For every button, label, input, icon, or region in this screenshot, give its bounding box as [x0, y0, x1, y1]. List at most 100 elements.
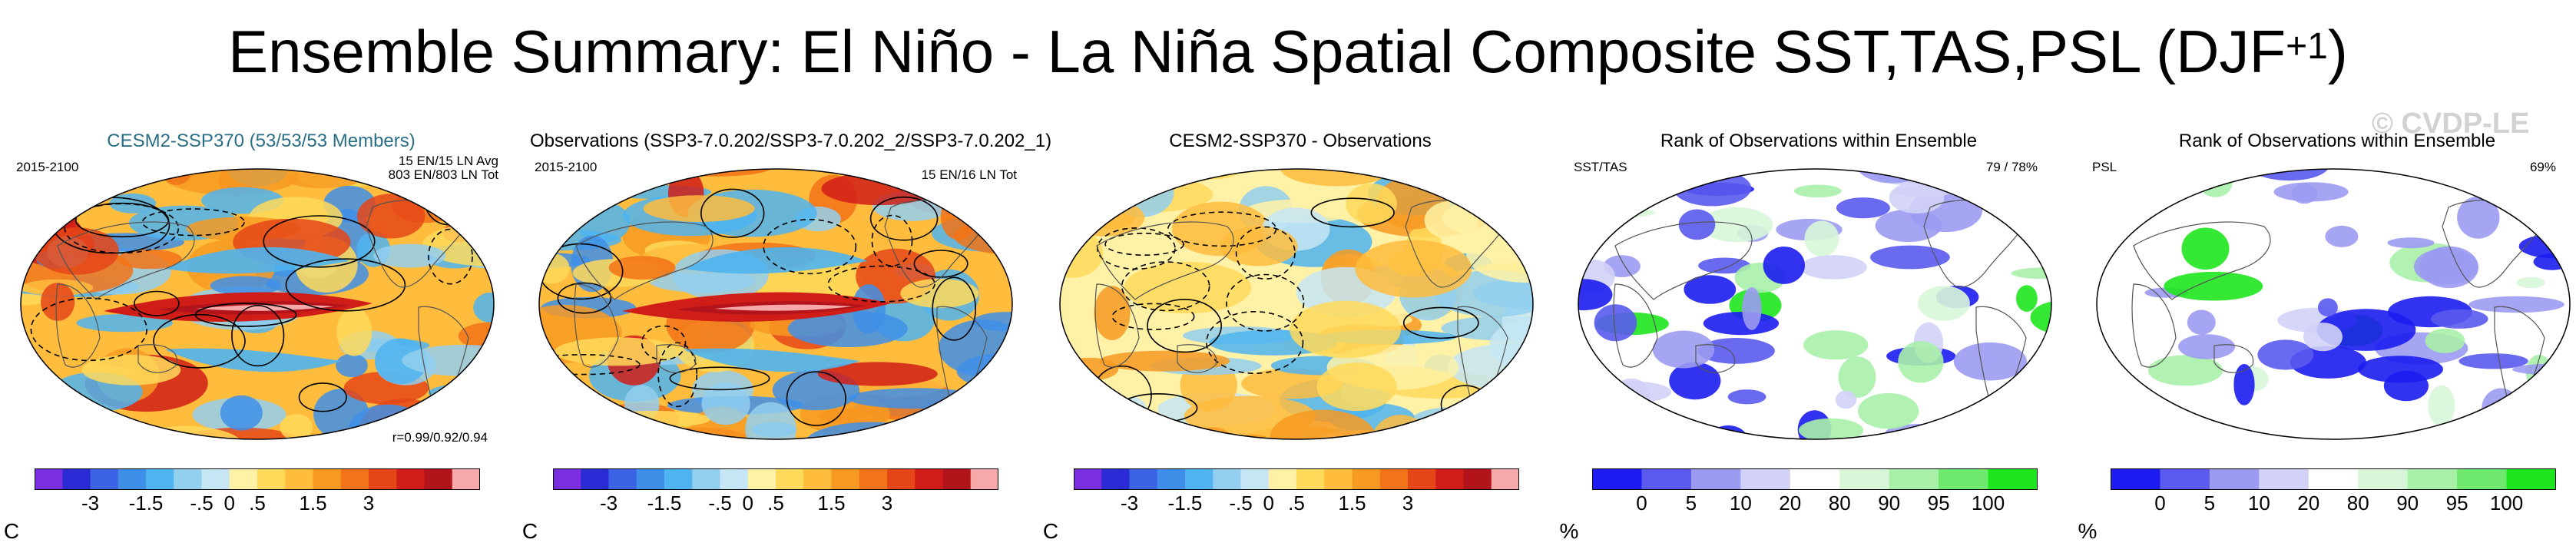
coastline: [1695, 344, 1736, 373]
colorbar-box: [720, 468, 749, 490]
colorbar-tick-label: 80: [2346, 491, 2369, 515]
colorbar-box: [581, 468, 609, 490]
rank-patch: [2027, 365, 2051, 400]
field-anomaly-patch: [41, 283, 75, 321]
field-anomaly-patch: [948, 422, 1012, 439]
rank-patch: [1898, 341, 1944, 383]
psl-contour: [700, 188, 765, 238]
rank-patch: [2303, 323, 2343, 352]
colorbar-box: [664, 468, 693, 490]
cool-horseshoe-south: [684, 348, 860, 372]
colorbar-box: [424, 468, 453, 490]
field-anomaly-patch: [1485, 425, 1533, 439]
colorbar-box: [1379, 468, 1409, 490]
psl-contour: [153, 313, 246, 369]
rank-patch: [1703, 312, 1780, 336]
colorbar-tick-label: 95: [1927, 491, 1950, 515]
psl-contour: [298, 382, 347, 412]
psl-contour: [827, 265, 935, 303]
members-avg-label: 15 EN/15 LN Avg: [398, 154, 498, 168]
colorbar-tick-label: 0: [1636, 491, 1647, 515]
coastline: [1464, 185, 1505, 200]
rank-patch: [2273, 182, 2349, 202]
coastline: [1096, 221, 1234, 300]
field-anomaly-patch: [21, 405, 123, 439]
psl-contour: [869, 196, 939, 241]
rank-patch: [1581, 207, 1655, 218]
map-border: [20, 168, 495, 440]
rank-patch: [1803, 330, 1869, 360]
figure-title-superscript: +1: [2286, 26, 2328, 67]
rank-patch: [2147, 355, 2223, 386]
coastline: [656, 344, 697, 373]
colorbar-box: [2111, 468, 2160, 490]
colorbar-outline: [1592, 468, 2038, 490]
colorbar-box: [2308, 468, 2359, 490]
field-anomaly-patch: [599, 410, 710, 428]
psl-contour: [1402, 306, 1479, 339]
coastline: [55, 283, 101, 368]
coastline: [2133, 221, 2271, 300]
colorbar-outline: [35, 468, 480, 490]
coastline: [137, 344, 178, 373]
colorbar-box: [803, 468, 832, 490]
colorbar-unit: %: [1559, 519, 1579, 543]
rank-patch: [2482, 388, 2520, 429]
coastline: [2213, 344, 2254, 373]
rank-patch: [2005, 187, 2041, 199]
rank-patch: [1794, 184, 1842, 198]
world-map: [1578, 168, 2052, 440]
field-anomaly-patch: [718, 154, 753, 167]
colorbar-box: [1435, 468, 1464, 490]
colorbar-tick-label: -.5: [190, 491, 214, 515]
rank-patch: [2414, 248, 2478, 285]
psl-contour: [871, 214, 913, 267]
colorbar-tick-label: 5: [1685, 491, 1697, 515]
colorbar-box: [1988, 468, 2038, 490]
colorbar-tick-label: 100: [2489, 491, 2524, 515]
psl-contour: [231, 305, 285, 367]
colorbar-box: [1157, 468, 1186, 490]
rank-patch: [2317, 298, 2338, 317]
field-anomaly-patch: [336, 353, 368, 378]
field-anomaly-patch: [336, 307, 372, 356]
field-anomaly-patch: [117, 249, 182, 270]
field-anomaly-patch: [1098, 350, 1230, 372]
colorbar-outline: [553, 468, 998, 490]
variable-label: PSL: [2092, 160, 2117, 174]
rank-patch: [1918, 286, 1970, 321]
field-anomaly-patch: [990, 169, 1012, 190]
field-anomaly-patch: [1469, 169, 1514, 218]
psl-contour: [134, 290, 180, 316]
field-anomaly-patch: [1220, 226, 1298, 266]
colorbar-box: [1352, 468, 1381, 490]
colorbar-tick-label: .5: [1288, 491, 1305, 515]
colorbar-box: [1641, 468, 1692, 490]
psl-contour: [194, 303, 297, 327]
field-anomaly-patch: [353, 169, 426, 187]
psl-contour: [657, 342, 698, 408]
colorbar-box: [2358, 468, 2409, 490]
rank-patch: [2097, 427, 2103, 439]
coastline: [1982, 185, 2023, 200]
rank-patch: [2465, 437, 2525, 439]
field-anomaly-patch: [1270, 409, 1376, 439]
rank-patch: [1612, 378, 1651, 412]
map-border: [1578, 168, 2052, 440]
colorbar-tick-label: -3: [599, 491, 618, 515]
rank-patch: [2532, 189, 2558, 230]
panel-observed-composite: Observations (SSP3-7.0.202/SSP3-7.0.202_…: [522, 131, 1051, 545]
colorbar-box: [2457, 468, 2508, 490]
psl-contour: [763, 219, 857, 275]
rank-patch: [2030, 300, 2051, 335]
colorbar-box: [313, 468, 342, 490]
cool-horseshoe-north: [684, 247, 868, 274]
psl-contour: [1104, 233, 1184, 256]
field-anomaly-patch: [632, 169, 726, 173]
colorbar-box: [90, 468, 119, 490]
field-anomaly-patch: [1154, 169, 1217, 170]
colorbar-tick-label: .5: [249, 491, 266, 515]
map-border: [2096, 168, 2571, 440]
colorbar-box: [831, 468, 860, 490]
rank-patch: [1697, 338, 1775, 364]
